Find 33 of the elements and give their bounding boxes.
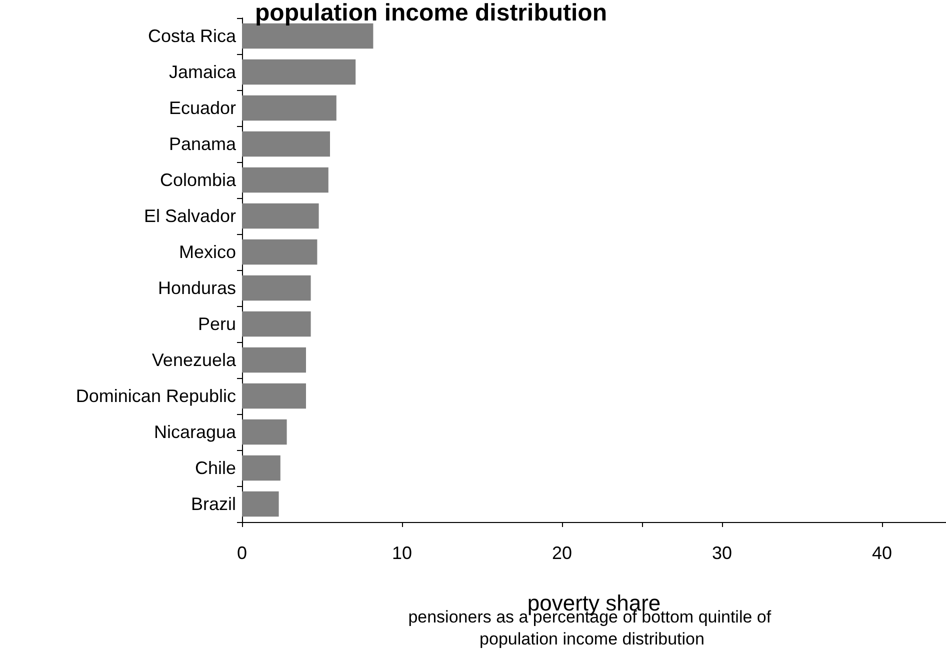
bar (242, 167, 328, 193)
bar (242, 347, 306, 373)
bar (242, 239, 318, 265)
bar (242, 203, 319, 229)
y-tick-label: Mexico (178, 242, 236, 262)
y-tick-label: Peru (198, 314, 236, 334)
bar (242, 419, 287, 445)
y-tick-label: El Salvador (144, 206, 236, 226)
y-tick-label: Brazil (190, 494, 236, 514)
y-tick-label: Ecuador (168, 98, 236, 118)
y-tick-label: Panama (168, 134, 237, 154)
y-tick-label: Colombia (160, 170, 237, 190)
bar (242, 59, 356, 85)
bar (242, 491, 279, 517)
y-tick-label: Costa Rica (148, 26, 237, 46)
chart-title: population income distribution (255, 0, 607, 26)
y-tick-label: Venezuela (152, 350, 237, 370)
y-tick-label: Honduras (158, 278, 236, 298)
bar (242, 95, 336, 121)
x-tick-label: 20 (552, 543, 572, 563)
bar (242, 455, 280, 481)
bar (242, 275, 311, 301)
y-tick-label: Nicaragua (154, 422, 237, 442)
bar (242, 311, 311, 337)
y-tick-label: Dominican Republic (76, 386, 236, 406)
bar (242, 383, 306, 409)
bar (242, 131, 330, 157)
y-tick-label: Jamaica (168, 62, 237, 82)
x-tick-label: 10 (392, 543, 412, 563)
x-tick-label: 30 (712, 543, 732, 563)
y-tick-label: Chile (194, 458, 236, 478)
x-tick-label: 0 (236, 543, 248, 563)
x-tick-label: 40 (872, 543, 892, 563)
